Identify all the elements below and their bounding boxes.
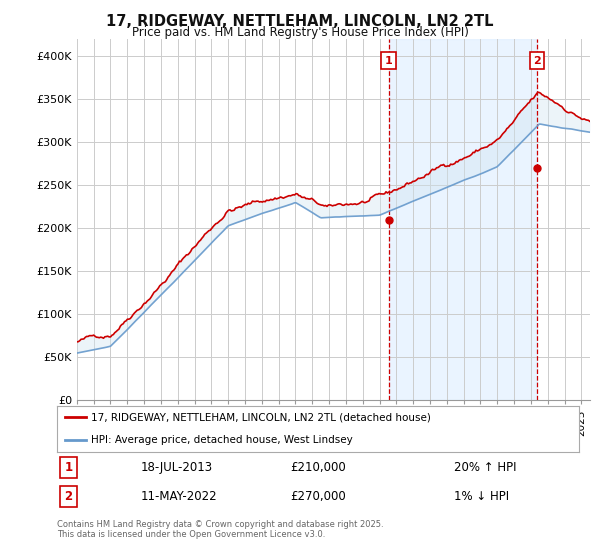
Text: 1: 1 [64, 461, 73, 474]
Text: 1: 1 [385, 55, 392, 66]
Bar [389, 39, 537, 400]
Text: 17, RIDGEWAY, NETTLEHAM, LINCOLN, LN2 2TL (detached house): 17, RIDGEWAY, NETTLEHAM, LINCOLN, LN2 2T… [91, 413, 431, 422]
Text: £270,000: £270,000 [290, 490, 346, 503]
Text: 2: 2 [533, 55, 541, 66]
Text: 18-JUL-2013: 18-JUL-2013 [140, 461, 212, 474]
Text: 17, RIDGEWAY, NETTLEHAM, LINCOLN, LN2 2TL: 17, RIDGEWAY, NETTLEHAM, LINCOLN, LN2 2T… [106, 14, 494, 29]
Text: 20% ↑ HPI: 20% ↑ HPI [454, 461, 516, 474]
Text: 2: 2 [64, 490, 73, 503]
Text: Contains HM Land Registry data © Crown copyright and database right 2025.
This d: Contains HM Land Registry data © Crown c… [57, 520, 383, 539]
Text: £210,000: £210,000 [290, 461, 346, 474]
Text: 11-MAY-2022: 11-MAY-2022 [140, 490, 217, 503]
Text: 1% ↓ HPI: 1% ↓ HPI [454, 490, 509, 503]
Text: HPI: Average price, detached house, West Lindsey: HPI: Average price, detached house, West… [91, 436, 353, 445]
Text: Price paid vs. HM Land Registry's House Price Index (HPI): Price paid vs. HM Land Registry's House … [131, 26, 469, 39]
